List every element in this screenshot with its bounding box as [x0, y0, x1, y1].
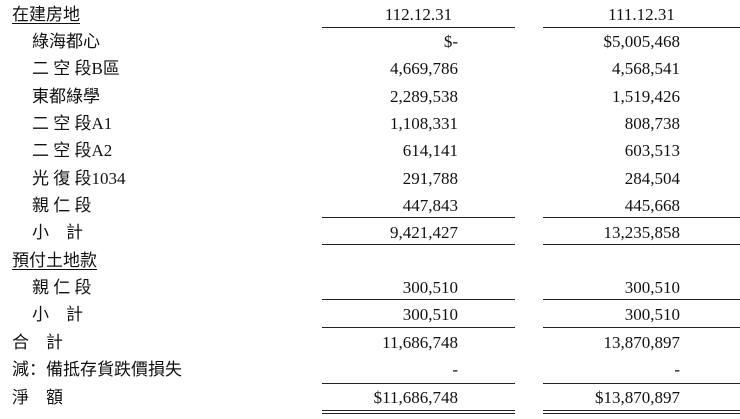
total-row: 合 計 11,686,748 13,870,897: [12, 333, 680, 352]
divider: [543, 244, 740, 245]
divider: [322, 27, 515, 28]
allowance-row: 減：備抵存貨跌價損失 - -: [12, 360, 680, 379]
table-row: 二 空 段B區 4,669,786 4,568,541: [32, 59, 680, 78]
table-row: 東都綠學 2,289,538 1,519,426: [32, 87, 680, 106]
table-row: 綠海都心 $- $5,005,468: [32, 32, 680, 51]
table-row: 二 空 段A1 1,108,331 808,738: [32, 114, 680, 133]
column-header-111: 111.12.31: [608, 5, 675, 24]
divider: [322, 244, 515, 245]
divider: [543, 383, 740, 384]
header-row: 在建房地 112.12.31 111.12.31: [0, 1, 740, 28]
subtotal-row: 小 計 9,421,427 13,235,858: [32, 223, 680, 242]
divider: [322, 299, 515, 300]
column-header-112: 112.12.31: [384, 5, 453, 24]
subtotal-row: 小 計 300,510 300,510: [32, 305, 680, 324]
divider: [543, 299, 740, 300]
divider: [543, 27, 740, 28]
table-row: 光 復 段1034 291,788 284,504: [32, 169, 680, 188]
divider: [322, 217, 515, 218]
section-title-prepaid-land: 預付土地款: [12, 251, 97, 270]
table-row: 親 仁 段 300,510 300,510: [32, 278, 680, 297]
divider: [543, 217, 740, 218]
net-row: 淨 額 $11,686,748 $13,870,897: [12, 388, 680, 407]
divider: [322, 327, 515, 328]
table-row: 二 空 段A2 614,141 603,513: [32, 141, 680, 160]
double-underline: [322, 410, 515, 414]
section-title-construction: 在建房地: [12, 5, 80, 24]
double-underline: [543, 410, 740, 414]
table-row: 親 仁 段 447,843 445,668: [32, 196, 680, 215]
divider: [322, 383, 515, 384]
divider: [543, 327, 740, 328]
section-row: 預付土地款: [0, 247, 740, 274]
